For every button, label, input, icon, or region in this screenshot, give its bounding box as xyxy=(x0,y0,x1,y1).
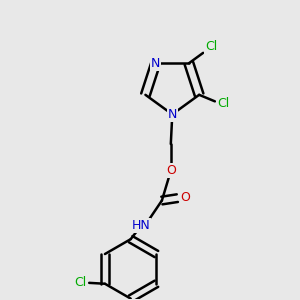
Text: Cl: Cl xyxy=(205,40,217,53)
Text: Cl: Cl xyxy=(74,276,86,289)
Text: HN: HN xyxy=(132,219,151,232)
Text: Cl: Cl xyxy=(217,97,229,110)
Text: N: N xyxy=(151,57,160,70)
Text: N: N xyxy=(168,108,177,121)
Text: O: O xyxy=(166,164,176,177)
Text: O: O xyxy=(181,191,190,204)
